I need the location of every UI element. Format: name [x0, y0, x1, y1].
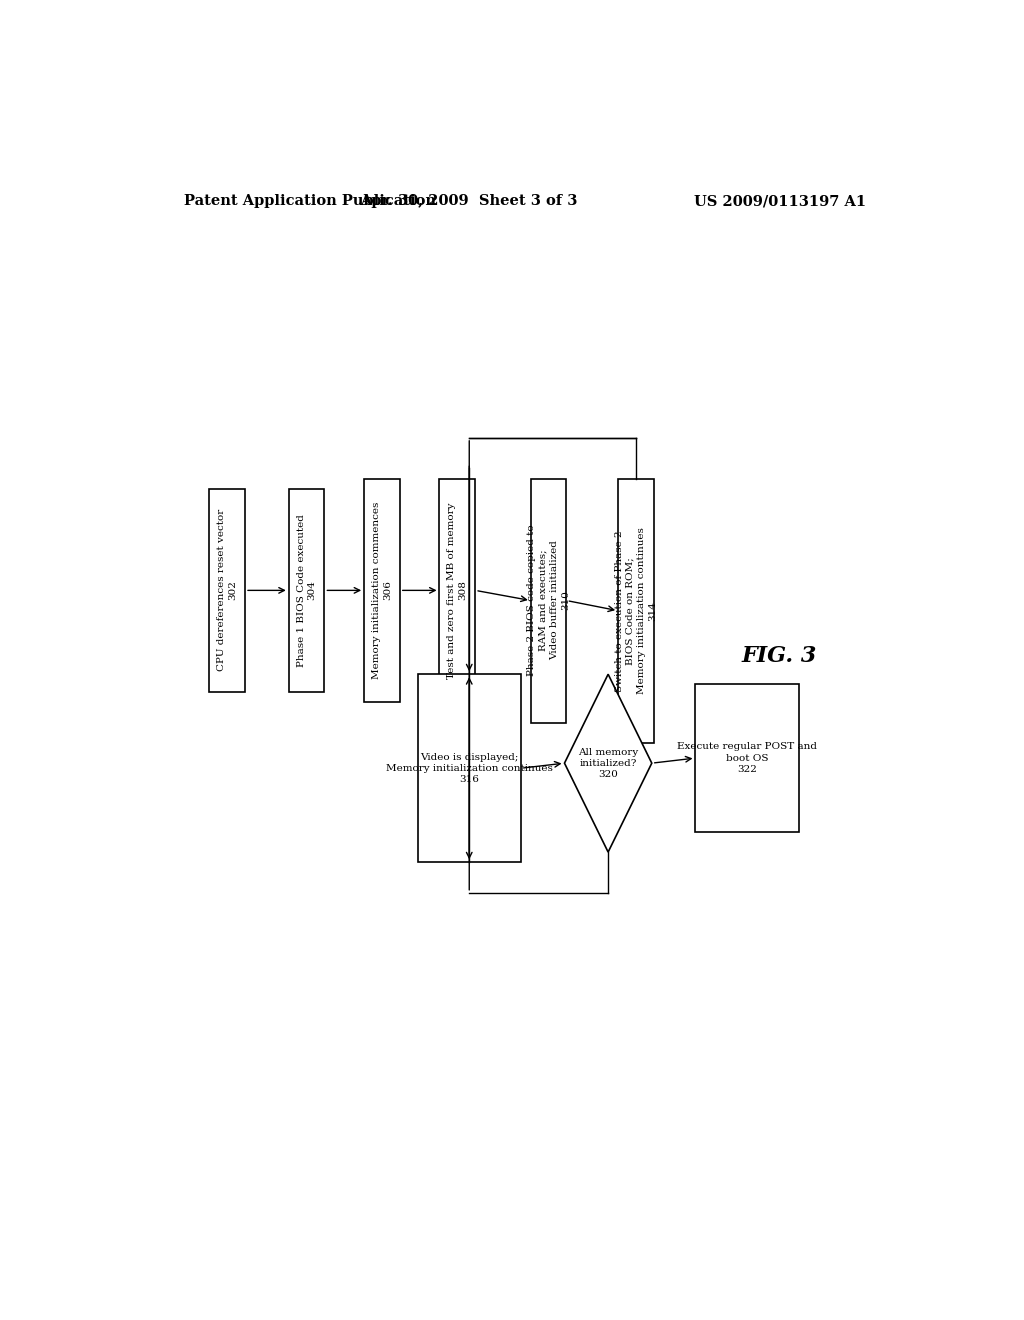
FancyBboxPatch shape [618, 479, 653, 743]
Text: Switch to execution of Phase 2
BIOS Code on ROM;
Memory initialization continues: Switch to execution of Phase 2 BIOS Code… [614, 527, 657, 694]
Polygon shape [564, 675, 652, 853]
Text: US 2009/0113197 A1: US 2009/0113197 A1 [694, 194, 866, 209]
Text: Phase 1 BIOS Code executed
304: Phase 1 BIOS Code executed 304 [297, 513, 316, 667]
Text: FIG. 3: FIG. 3 [741, 645, 816, 668]
FancyBboxPatch shape [289, 488, 325, 692]
FancyBboxPatch shape [418, 675, 521, 862]
Text: Execute regular POST and
boot OS
322: Execute regular POST and boot OS 322 [677, 742, 817, 774]
Text: Test and zero first MB of memory
308: Test and zero first MB of memory 308 [447, 502, 467, 678]
Text: Phase 2 BIOS code copied to
RAM and executes;
Video buffer initialized
310: Phase 2 BIOS code copied to RAM and exec… [527, 525, 569, 676]
FancyBboxPatch shape [209, 488, 245, 692]
FancyBboxPatch shape [365, 479, 399, 702]
FancyBboxPatch shape [439, 479, 475, 702]
FancyBboxPatch shape [695, 684, 799, 832]
Text: All memory
initialized?
320: All memory initialized? 320 [578, 747, 638, 779]
Text: Apr. 30, 2009  Sheet 3 of 3: Apr. 30, 2009 Sheet 3 of 3 [360, 194, 578, 209]
Text: Memory initialization commences
306: Memory initialization commences 306 [372, 502, 392, 678]
FancyBboxPatch shape [530, 479, 566, 722]
Text: Patent Application Publication: Patent Application Publication [183, 194, 435, 209]
Text: CPU dereferences reset vector
302: CPU dereferences reset vector 302 [217, 510, 238, 672]
Text: Video is displayed;
Memory initialization continues
316: Video is displayed; Memory initializatio… [386, 752, 553, 784]
